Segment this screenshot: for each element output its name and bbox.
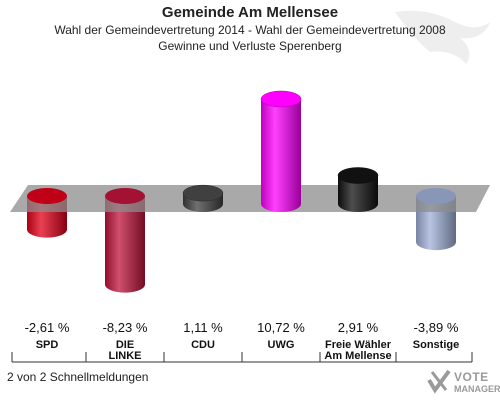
bar-top-cap (416, 188, 456, 204)
bar-top-cap (182, 184, 224, 202)
bar-bottom-cap (416, 234, 456, 251)
category-label: UWG (268, 339, 295, 351)
checkmark-x-icon (427, 369, 451, 394)
logo-text-vote: VOTE (454, 370, 489, 384)
chart-title: Gemeinde Am Mellensee (161, 4, 339, 21)
category-label: Freie Wähler (325, 339, 392, 351)
bar-base (261, 196, 301, 212)
value-label: -3,89 % (414, 320, 459, 335)
bar-body (261, 99, 301, 204)
category-label: Sonstige (413, 339, 459, 351)
logo-text-manager: MANAGER (454, 384, 500, 394)
category-label: Am Mellense (324, 350, 391, 362)
category-label: SPD (36, 339, 59, 351)
bar-bottom-cap (27, 221, 67, 238)
bar-base (338, 196, 378, 212)
value-label: -2,61 % (25, 320, 70, 335)
value-label: 2,91 % (338, 320, 379, 335)
chart-subtitle-line2: Gewinne und Verluste Sperenberg (158, 39, 342, 53)
category-label: DIE (116, 339, 134, 351)
bar-top-cap (260, 90, 302, 108)
vote-manager-logo: VOTE MANAGER (422, 368, 500, 400)
bar-top-cap (337, 167, 379, 184)
value-label: 1,11 % (183, 320, 223, 335)
footer-note: 2 von 2 Schnellmeldungen (7, 370, 149, 384)
chart-subtitle-line1: Wahl der Gemeindevertretung 2014 - Wahl … (54, 23, 446, 37)
bar-top-cap (27, 188, 67, 204)
category-label: LINKE (109, 350, 142, 362)
value-label: 10,72 % (257, 320, 305, 335)
value-label: -8,23 % (103, 320, 148, 335)
category-label: CDU (191, 339, 215, 351)
bar-top-cap (105, 188, 145, 204)
bar-bottom-cap (105, 276, 145, 293)
